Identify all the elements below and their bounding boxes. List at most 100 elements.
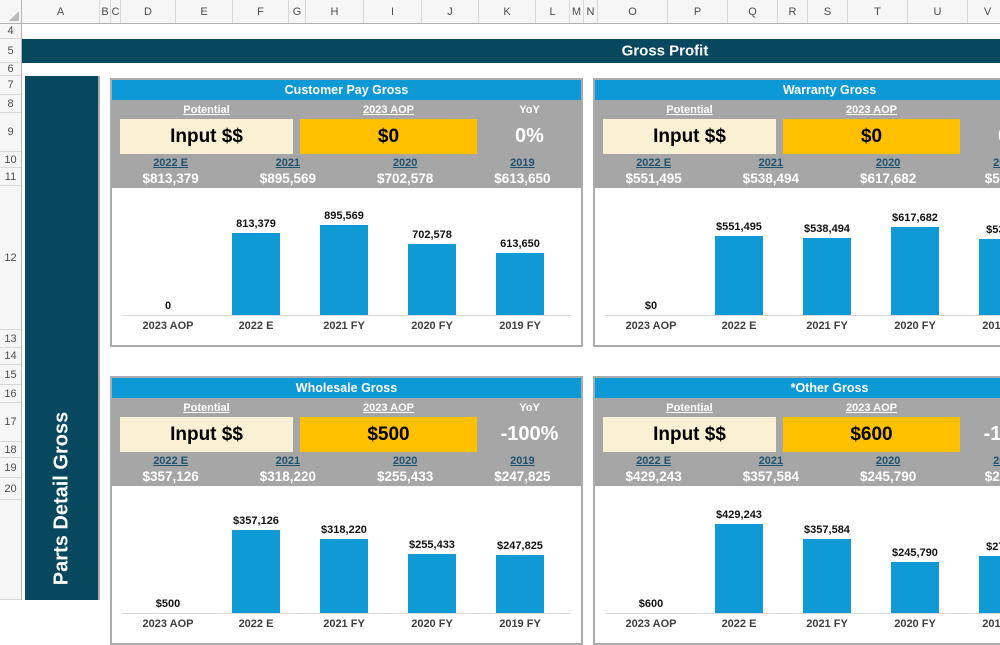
row-header-cell[interactable]: 4 [0,24,21,39]
year-label[interactable]: 2020 [392,455,418,467]
column-header-cell[interactable]: G [289,0,306,23]
column-header-cell[interactable]: J [422,0,479,23]
chart-bar[interactable] [715,524,763,613]
column-header-cell[interactable]: P [668,0,728,23]
column-header-cell[interactable]: K [479,0,536,23]
bar-value-label: $357,584 [804,524,850,536]
chart-bar[interactable] [803,539,851,613]
chart-bar[interactable] [715,236,763,315]
column-header-cell[interactable]: V [968,0,1000,23]
year-label[interactable]: 2020 [875,157,901,169]
bar-category-label: 2022 E [721,320,757,332]
column-header-cell[interactable]: T [848,0,908,23]
aop-value-cell[interactable]: $500 [300,417,477,452]
row-header-cell[interactable] [0,500,21,600]
row-header-cell[interactable]: 16 [0,385,21,403]
year-label[interactable]: 2019 [510,455,535,467]
potential-input-cell[interactable]: Input $$ [603,119,776,154]
row-header-cell[interactable]: 10 [0,152,21,168]
select-all-corner[interactable] [0,0,22,24]
potential-input-cell[interactable]: Input $$ [603,417,776,452]
column-header-cell[interactable]: R [778,0,808,23]
year-label[interactable]: 2022 E [153,157,189,169]
aop-label[interactable]: 2023 AOP [846,104,897,116]
column-header-cell[interactable]: I [364,0,422,23]
row-header-cell[interactable]: 11 [0,168,21,186]
chart-bar[interactable] [891,227,939,315]
column-header-cell[interactable]: O [598,0,668,23]
parts-detail-gross-sidebar[interactable]: Parts Detail Gross [25,76,100,600]
year-label[interactable]: 2020 [875,455,901,467]
column-header-cell[interactable]: A [22,0,100,23]
row-header-cell[interactable]: 6 [0,63,21,76]
column-header-cell[interactable]: L [536,0,570,23]
column-header-cell[interactable]: H [306,0,364,23]
row-header-cell[interactable]: 18 [0,442,21,458]
year-label[interactable]: 2021 [275,455,301,467]
potential-label[interactable]: Potential [666,402,713,414]
chart-bar[interactable] [232,530,280,613]
year-value: $245,790 [859,469,917,484]
aop-value-cell[interactable]: $0 [300,119,477,154]
potential-label[interactable]: Potential [183,402,230,414]
row-header-cell[interactable]: 14 [0,348,21,365]
aop-label[interactable]: 2023 AOP [363,402,414,414]
row-header-cell[interactable]: 7 [0,76,21,95]
chart-bar[interactable] [979,556,1000,613]
year-label[interactable]: 2020 [392,157,418,169]
row-header-cell[interactable]: 19 [0,458,21,478]
year-label[interactable]: 2021 [758,157,784,169]
year-label[interactable]: 2022 E [153,455,189,467]
year-label[interactable]: 2019 [510,157,535,169]
year-labels-row: 2022 E 2021 2020 2019 [112,157,581,169]
row-header-cell[interactable]: 12 [0,186,21,330]
row-header-cell[interactable]: 17 [0,403,21,442]
row-header-cell[interactable]: 8 [0,95,21,113]
bar-category-label: 2023 AOP [625,618,677,630]
chart-bar[interactable] [320,539,368,613]
year-label[interactable]: 2022 E [636,455,672,467]
column-header-cell[interactable]: E [176,0,233,23]
chart-bar[interactable] [320,225,368,315]
chart-bar[interactable] [496,253,544,315]
column-header-cell[interactable]: U [908,0,968,23]
year-label[interactable]: 2019 [993,157,1000,169]
year-label[interactable]: 2021 [758,455,784,467]
year-label[interactable]: 2022 E [636,157,672,169]
potential-label[interactable]: Potential [183,104,230,116]
row-header-cell[interactable]: 20 [0,478,21,500]
aop-value-cell[interactable]: $0 [783,119,960,154]
row-header-cell[interactable]: 9 [0,113,21,152]
year-label[interactable]: 2019 [993,455,1000,467]
year-label[interactable]: 2021 [275,157,301,169]
row-header-cell[interactable]: 15 [0,365,21,385]
row-header-cell[interactable]: 5 [0,39,21,63]
column-header-cell[interactable]: Q [728,0,778,23]
chart-bar[interactable] [232,233,280,315]
column-header-cell[interactable]: B [100,0,111,23]
potential-input-cell[interactable]: Input $$ [120,119,293,154]
yoy-label: YoY [965,401,1000,415]
potential-input-cell[interactable]: Input $$ [120,417,293,452]
gross-profit-banner[interactable]: Gross Profit [22,39,1000,63]
year-values-row: $429,243 $357,584 $245,790 $272,7 [595,469,1000,484]
row-header-cell[interactable]: 13 [0,330,21,348]
column-header-cell[interactable]: F [233,0,289,23]
column-header-cell[interactable]: S [808,0,848,23]
aop-label[interactable]: 2023 AOP [846,402,897,414]
column-header-cell[interactable]: D [121,0,176,23]
column-header-cell[interactable]: M [570,0,584,23]
chart-bar[interactable] [803,238,851,315]
potential-label[interactable]: Potential [666,104,713,116]
chart-bar[interactable] [408,244,456,315]
chart-bar[interactable] [408,554,456,613]
chart-bar[interactable] [496,555,544,613]
chart-bar[interactable] [979,239,1000,315]
aop-value-cell[interactable]: $600 [783,417,960,452]
year-values-row: $357,126 $318,220 $255,433 $247,825 [112,469,581,484]
aop-label[interactable]: 2023 AOP [363,104,414,116]
bar-chart: $0 2023 AOP $551,495 2022 E $538,494 2021 FY $… [595,188,1000,345]
chart-bar[interactable] [891,562,939,613]
column-header-cell[interactable]: N [584,0,598,23]
column-header-cell[interactable]: C [111,0,121,23]
